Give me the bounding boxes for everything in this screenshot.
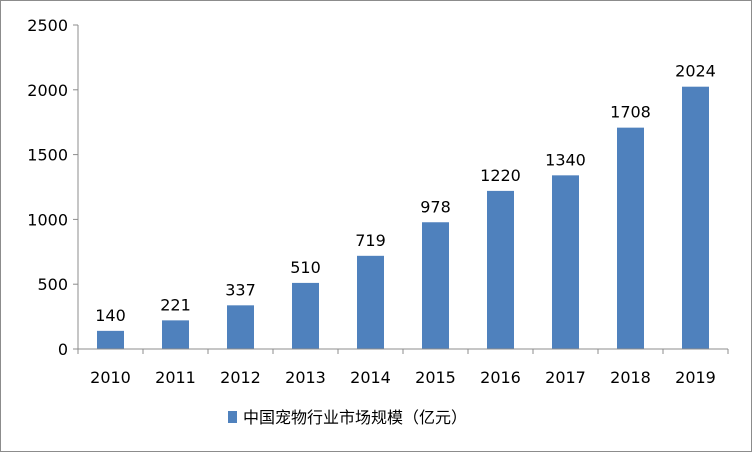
bar-2011 [162,320,189,349]
x-axis: 2010 2011 2012 2013 2014 2015 2016 2017 2018 2019 [77,348,729,387]
data-label: 978 [420,197,451,216]
bar-2013 [292,282,319,349]
x-tick-label: 2019 [675,368,716,387]
bar-2012 [227,305,254,349]
y-tick-label: 1000 [27,210,68,229]
y-tick-label: 2000 [27,81,68,100]
x-tick-label: 2012 [220,368,261,387]
bar-2019 [682,86,709,349]
x-tick-label: 2010 [90,368,131,387]
data-label: 1220 [480,166,521,185]
x-tick-label: 2015 [415,368,456,387]
data-label: 719 [355,231,386,250]
bar-2017 [552,175,579,349]
legend-swatch [228,411,237,423]
bar-2015 [422,222,449,349]
data-label: 1340 [545,150,586,169]
x-tick-label: 2018 [610,368,651,387]
x-tick-label: 2016 [480,368,521,387]
data-label: 337 [225,280,256,299]
bar-2014 [357,255,384,349]
data-label: 140 [95,306,126,325]
data-label: 1708 [610,103,651,122]
y-tick-label: 0 [58,340,68,359]
data-label: 2024 [675,62,716,81]
y-tick-label: 2500 [27,16,68,35]
x-tick-label: 2011 [155,368,196,387]
x-tick-label: 2013 [285,368,326,387]
bar-2016 [487,190,514,349]
x-tick-label: 2014 [350,368,391,387]
legend: 中国宠物行业市场规模（亿元） [228,408,467,427]
x-tick-label: 2017 [545,368,586,387]
bar-2018 [617,127,644,350]
y-axis: 0 500 1000 1500 2000 2500 [27,16,79,359]
data-label: 221 [160,295,191,314]
y-tick-label: 500 [37,275,68,294]
data-label: 510 [290,258,321,277]
y-tick-label: 1500 [27,146,68,165]
bar-2010 [97,330,124,349]
bars: 140 221 337 510 719 978 1220 1340 1708 2024 [95,62,716,350]
legend-label: 中国宠物行业市场规模（亿元） [243,408,467,427]
